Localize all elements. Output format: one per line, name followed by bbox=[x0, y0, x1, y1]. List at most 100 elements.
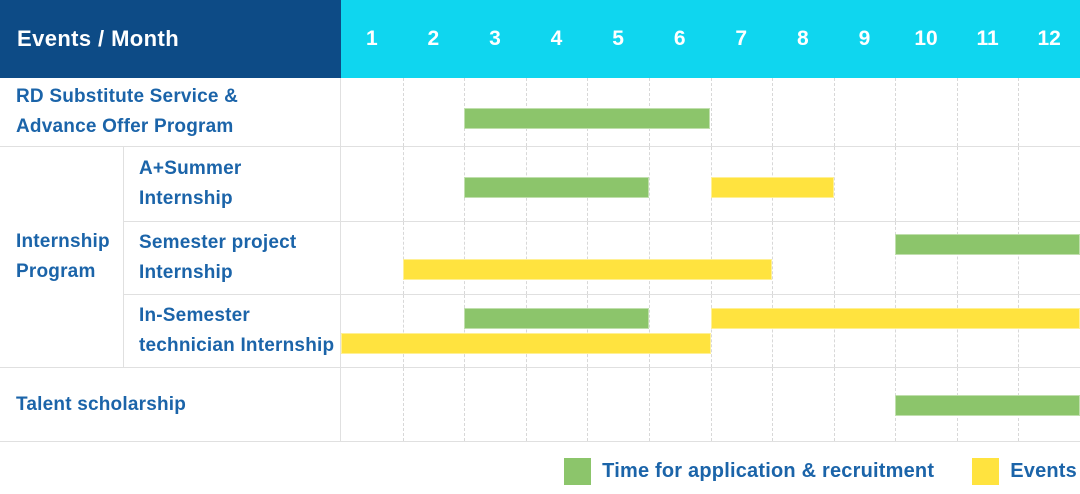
month-gridline bbox=[648, 222, 650, 294]
table-row: Semester project Internship bbox=[124, 222, 1080, 295]
month-gridline bbox=[525, 295, 527, 367]
table-title: Events / Month bbox=[0, 0, 341, 78]
row-label-line: In-Semester bbox=[139, 305, 250, 326]
month-gridline bbox=[525, 368, 527, 441]
month-gridline bbox=[1018, 147, 1020, 221]
month-label: 1 bbox=[365, 27, 378, 50]
row-label: Talent scholarship bbox=[0, 368, 341, 441]
month-gridline bbox=[895, 295, 897, 367]
month-gridline bbox=[956, 222, 958, 294]
month-gridline bbox=[464, 222, 466, 294]
month-label: 8 bbox=[796, 27, 809, 50]
month-label: 4 bbox=[550, 27, 563, 50]
month-gridline bbox=[587, 295, 589, 367]
month-gridline bbox=[710, 295, 712, 367]
month-gridline bbox=[833, 147, 835, 221]
row-label-line: Program bbox=[16, 261, 96, 282]
month-label: 3 bbox=[489, 27, 501, 50]
month-header: 1 2 3 4 5 6 7 8 9 10 11 12 bbox=[341, 0, 1080, 78]
month-gridline bbox=[956, 147, 958, 221]
table-row: In-Semester technician Internship bbox=[124, 295, 1080, 367]
recruitment-bar bbox=[464, 108, 711, 129]
month-gridline bbox=[895, 78, 897, 146]
recruitment-bar bbox=[895, 234, 1080, 255]
month-gridline bbox=[464, 368, 466, 441]
month-gridline bbox=[772, 295, 774, 367]
month-gridline bbox=[833, 295, 835, 367]
row-label-line: Talent scholarship bbox=[16, 393, 187, 415]
table-header: Events / Month 1 2 3 4 5 6 7 8 9 10 11 12 bbox=[0, 0, 1080, 78]
event-bar bbox=[710, 308, 1080, 329]
month-gridline bbox=[772, 222, 774, 294]
month-label: 7 bbox=[735, 27, 748, 50]
month-label: 6 bbox=[673, 27, 686, 50]
row-label-line: Advance Offer Program bbox=[16, 116, 234, 137]
legend-swatch-recruitment bbox=[564, 458, 592, 485]
row-timeline bbox=[341, 222, 1080, 294]
row-label-line: technician Internship bbox=[139, 335, 335, 356]
month-gridline bbox=[956, 78, 958, 146]
month-gridline bbox=[895, 222, 897, 294]
month-label: 10 bbox=[914, 27, 938, 50]
month-gridline bbox=[402, 295, 404, 367]
row-label: A+Summer Internship bbox=[124, 147, 341, 221]
group-label: Internship Program bbox=[0, 147, 124, 367]
row-label: In-Semester technician Internship bbox=[124, 295, 341, 367]
legend-item: Events bbox=[972, 458, 1077, 485]
month-gridline bbox=[648, 295, 650, 367]
row-label-line: A+Summer bbox=[139, 158, 242, 179]
month-gridline bbox=[402, 78, 404, 146]
legend-label: Time for application & recruitment bbox=[602, 460, 935, 482]
month-label: 11 bbox=[976, 27, 999, 50]
month-gridline bbox=[402, 368, 404, 441]
group-rows: A+Summer Internship Semester project Intern… bbox=[124, 147, 1080, 367]
legend-item: Time for application & recruitment bbox=[564, 458, 934, 485]
table-row: Talent scholarship bbox=[0, 368, 1080, 442]
row-label: Semester project Internship bbox=[124, 222, 341, 294]
month-gridline bbox=[833, 368, 835, 441]
event-bar bbox=[341, 333, 711, 354]
recruitment-bar bbox=[464, 177, 649, 198]
row-timeline bbox=[341, 368, 1080, 441]
month-label: 5 bbox=[612, 27, 624, 50]
month-gridline bbox=[833, 222, 835, 294]
legend-label: Events bbox=[1010, 460, 1077, 482]
row-group: Internship Program A+Summer Internship Semes… bbox=[0, 147, 1080, 368]
row-label-line: Internship bbox=[16, 231, 110, 252]
month-gridline bbox=[464, 295, 466, 367]
month-gridline bbox=[402, 222, 404, 294]
row-label-line: Semester project bbox=[139, 232, 297, 253]
legend: Time for application & recruitment Events bbox=[0, 442, 1080, 494]
month-gridline bbox=[772, 78, 774, 146]
month-gridline bbox=[648, 147, 650, 221]
month-gridline bbox=[402, 147, 404, 221]
event-bar bbox=[402, 259, 773, 280]
row-timeline bbox=[341, 78, 1080, 146]
month-gridline bbox=[956, 295, 958, 367]
month-gridline bbox=[587, 222, 589, 294]
month-gridline bbox=[587, 368, 589, 441]
row-label-line: RD Substitute Service & bbox=[16, 86, 239, 107]
month-label: 9 bbox=[858, 27, 871, 50]
row-label-line: Internship bbox=[139, 188, 233, 209]
month-gridline bbox=[1018, 78, 1020, 146]
month-gridline bbox=[833, 78, 835, 146]
month-label: 2 bbox=[427, 27, 440, 50]
month-gridline bbox=[1018, 295, 1020, 367]
event-bar bbox=[710, 177, 834, 198]
row-label: RD Substitute Service & Advance Offer Pro… bbox=[0, 78, 341, 146]
month-gridline bbox=[648, 368, 650, 441]
recruitment-bar bbox=[464, 308, 649, 329]
month-gridline bbox=[895, 147, 897, 221]
recruitment-bar bbox=[895, 395, 1080, 416]
month-gridline bbox=[710, 368, 712, 441]
row-timeline bbox=[341, 295, 1080, 367]
month-gridline bbox=[772, 368, 774, 441]
table-row: RD Substitute Service & Advance Offer Pro… bbox=[0, 78, 1080, 147]
month-gridline bbox=[1018, 222, 1020, 294]
month-gridline bbox=[710, 78, 712, 146]
table-row: A+Summer Internship bbox=[124, 147, 1080, 222]
month-gridline bbox=[710, 222, 712, 294]
table-body: RD Substitute Service & Advance Offer Pro… bbox=[0, 78, 1080, 442]
